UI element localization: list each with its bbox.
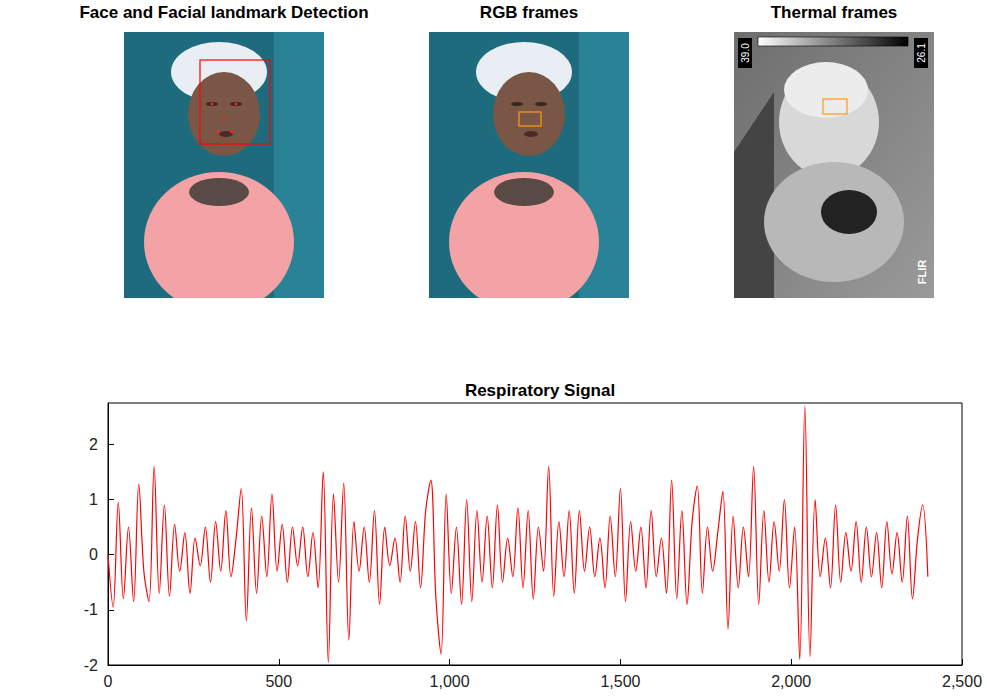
svg-text:2,500: 2,500 bbox=[942, 673, 982, 690]
svg-text:-2: -2 bbox=[84, 657, 98, 674]
html-text:Face and Facial landmark Detec: Face and Facial landmark Detection bbox=[79, 3, 369, 22]
svg-text:26.1: 26.1 bbox=[916, 43, 927, 63]
svg-text:1,000: 1,000 bbox=[430, 673, 470, 690]
svg-text:500: 500 bbox=[265, 673, 292, 690]
svg-text:0: 0 bbox=[89, 546, 98, 563]
svg-text:-1: -1 bbox=[84, 601, 98, 618]
svg-text:2: 2 bbox=[89, 436, 98, 453]
svg-text:1: 1 bbox=[89, 491, 98, 508]
svg-text:2,000: 2,000 bbox=[771, 673, 811, 690]
svg-text:Respiratory Signal: Respiratory Signal bbox=[465, 381, 615, 400]
html-text:RGB frames: RGB frames bbox=[479, 3, 579, 22]
svg-text:1,500: 1,500 bbox=[600, 673, 640, 690]
svg-text:0: 0 bbox=[104, 673, 113, 690]
svg-text:39.0: 39.0 bbox=[740, 43, 751, 63]
html-text:Thermal frames: Thermal frames bbox=[770, 3, 898, 22]
svg-text:FLIR: FLIR bbox=[916, 260, 928, 284]
